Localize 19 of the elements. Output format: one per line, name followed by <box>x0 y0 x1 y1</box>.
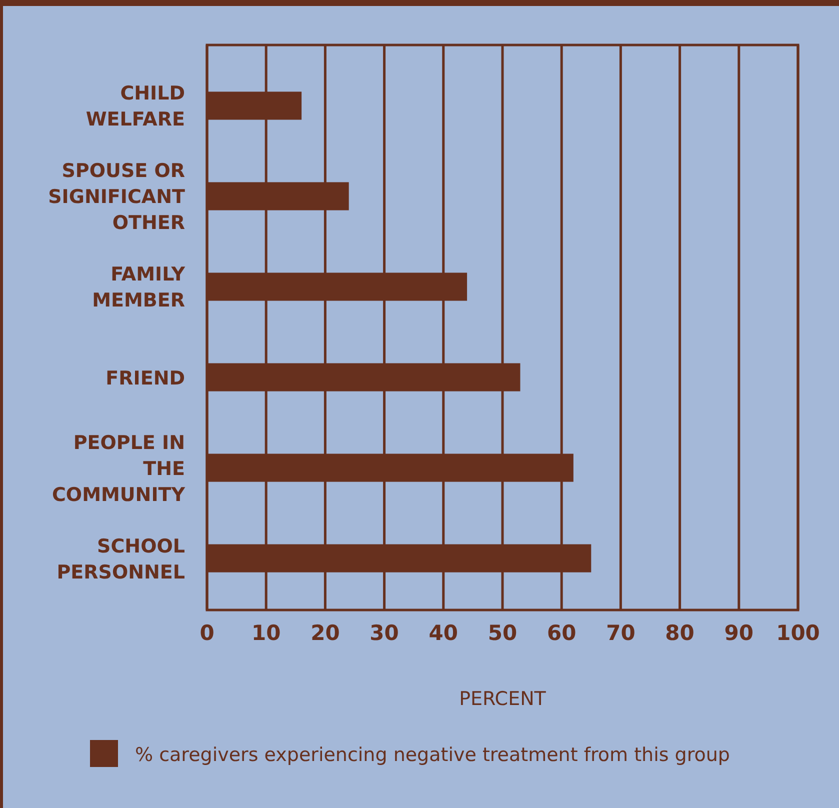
x-tick-label: 40 <box>428 621 458 645</box>
x-axis-title: PERCENT <box>459 688 546 710</box>
y-tick-label: SPOUSE OR SIGNIFICANT OTHER <box>48 160 186 234</box>
y-tick-label: SCHOOL PERSONNEL <box>56 535 185 584</box>
x-tick-label: 30 <box>370 621 399 645</box>
x-tick-label: 100 <box>776 621 820 645</box>
x-tick-label: 20 <box>310 621 340 645</box>
y-tick-label: FRIEND <box>106 367 185 390</box>
x-tick-label: 50 <box>488 621 518 645</box>
y-tick-label: PEOPLE IN THE COMMUNITY <box>52 432 186 506</box>
x-tick-label: 10 <box>251 621 281 645</box>
x-tick-label: 0 <box>200 621 214 645</box>
y-tick-label: CHILD WELFARE <box>86 82 185 131</box>
x-tick-label: 60 <box>546 621 576 645</box>
x-tick-label: 70 <box>606 621 636 645</box>
x-tick-label: 90 <box>724 621 754 645</box>
x-tick-label: 80 <box>665 621 694 645</box>
y-tick-label: FAMILY MEMBER <box>92 264 186 312</box>
legend-label: % caregivers experiencing negative treatment from this group <box>135 744 730 766</box>
